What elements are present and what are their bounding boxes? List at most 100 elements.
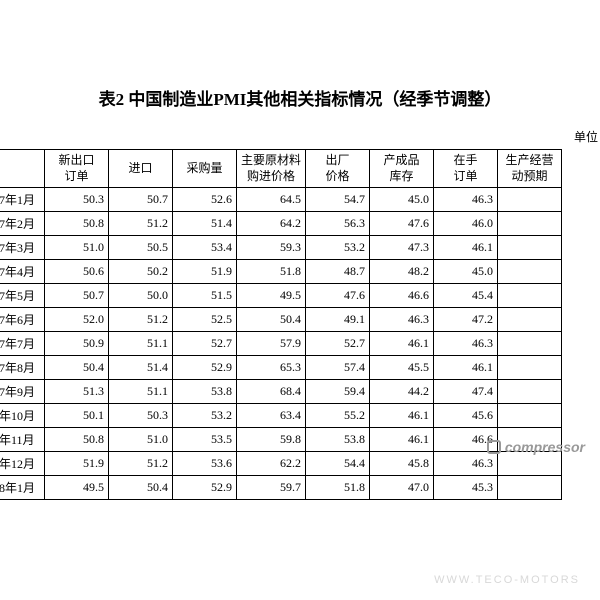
watermark-text: compressor	[505, 439, 585, 455]
data-cell: 55.2	[306, 404, 370, 428]
watermark: compressor	[487, 439, 585, 455]
period-cell: 018年1月	[0, 476, 45, 500]
data-cell: 46.1	[434, 236, 498, 260]
data-cell: 50.7	[109, 188, 173, 212]
data-cell: 46.3	[434, 452, 498, 476]
data-cell: 63.4	[237, 404, 306, 428]
table-row: 018年1月49.550.452.959.751.847.045.3	[0, 476, 562, 500]
data-cell: 51.3	[45, 380, 109, 404]
data-cell: 52.7	[306, 332, 370, 356]
data-cell: 46.3	[370, 308, 434, 332]
data-cell: 50.9	[45, 332, 109, 356]
table-row: 017年2月50.851.251.464.256.347.646.0	[0, 212, 562, 236]
data-cell	[498, 308, 562, 332]
data-cell: 50.0	[109, 284, 173, 308]
data-cell	[498, 188, 562, 212]
teco-logo-icon	[487, 440, 501, 454]
table-row: 017年6月52.051.252.550.449.146.347.2	[0, 308, 562, 332]
data-cell: 46.1	[370, 428, 434, 452]
data-cell: 52.9	[173, 356, 237, 380]
period-cell: 017年5月	[0, 284, 45, 308]
data-cell: 50.5	[109, 236, 173, 260]
data-cell: 45.5	[370, 356, 434, 380]
data-cell: 59.8	[237, 428, 306, 452]
data-cell: 47.2	[434, 308, 498, 332]
column-header: 主要原材料购进价格	[237, 150, 306, 188]
data-cell: 68.4	[237, 380, 306, 404]
data-cell: 45.0	[434, 260, 498, 284]
data-cell: 64.5	[237, 188, 306, 212]
column-header: 进口	[109, 150, 173, 188]
data-cell: 46.1	[434, 356, 498, 380]
data-cell: 46.0	[434, 212, 498, 236]
data-cell: 45.8	[370, 452, 434, 476]
data-cell: 47.4	[434, 380, 498, 404]
data-cell: 54.7	[306, 188, 370, 212]
data-cell: 50.8	[45, 212, 109, 236]
data-cell	[498, 332, 562, 356]
column-header: 采购量	[173, 150, 237, 188]
data-cell: 53.2	[306, 236, 370, 260]
data-cell	[498, 212, 562, 236]
header-row: 新出口订单进口采购量主要原材料购进价格出厂价格产成品库存在手订单生产经营动预期	[0, 150, 562, 188]
data-cell: 49.5	[237, 284, 306, 308]
data-cell: 56.3	[306, 212, 370, 236]
data-cell: 45.0	[370, 188, 434, 212]
period-cell: 017年9月	[0, 380, 45, 404]
data-cell: 50.3	[45, 188, 109, 212]
table-row: 017年5月50.750.051.549.547.646.645.4	[0, 284, 562, 308]
data-cell: 59.4	[306, 380, 370, 404]
pmi-data-table: 新出口订单进口采购量主要原材料购进价格出厂价格产成品库存在手订单生产经营动预期 …	[0, 149, 562, 500]
data-cell: 62.2	[237, 452, 306, 476]
table-row: 017年4月50.650.251.951.848.748.245.0	[0, 260, 562, 284]
data-cell: 50.3	[109, 404, 173, 428]
data-cell: 45.3	[434, 476, 498, 500]
period-cell: 017年3月	[0, 236, 45, 260]
data-cell: 46.1	[370, 332, 434, 356]
data-cell: 51.2	[109, 212, 173, 236]
data-cell: 46.1	[370, 404, 434, 428]
data-cell	[498, 284, 562, 308]
data-cell: 53.8	[306, 428, 370, 452]
data-cell: 45.6	[434, 404, 498, 428]
table-row: 017年8月50.451.452.965.357.445.546.1	[0, 356, 562, 380]
data-cell: 45.4	[434, 284, 498, 308]
table-row: 17年12月51.951.253.662.254.445.846.3	[0, 452, 562, 476]
data-cell: 51.8	[306, 476, 370, 500]
data-cell: 52.6	[173, 188, 237, 212]
data-cell: 53.4	[173, 236, 237, 260]
table-row: 017年7月50.951.152.757.952.746.146.3	[0, 332, 562, 356]
data-cell: 47.3	[370, 236, 434, 260]
data-cell: 65.3	[237, 356, 306, 380]
data-cell	[498, 236, 562, 260]
data-cell	[498, 404, 562, 428]
data-cell: 46.3	[434, 188, 498, 212]
data-cell: 52.7	[173, 332, 237, 356]
data-cell: 51.5	[173, 284, 237, 308]
bottom-watermark: WWW.TECO-MOTORS	[434, 574, 580, 586]
data-cell	[498, 260, 562, 284]
data-cell: 51.1	[109, 380, 173, 404]
data-cell: 51.0	[109, 428, 173, 452]
data-cell	[498, 356, 562, 380]
period-cell: 017年6月	[0, 308, 45, 332]
data-cell: 49.5	[45, 476, 109, 500]
period-cell: 017年7月	[0, 332, 45, 356]
period-cell: 17年10月	[0, 404, 45, 428]
column-header: 产成品库存	[370, 150, 434, 188]
data-cell: 51.9	[173, 260, 237, 284]
data-cell: 44.2	[370, 380, 434, 404]
data-cell: 50.7	[45, 284, 109, 308]
data-cell	[498, 476, 562, 500]
data-cell: 51.8	[237, 260, 306, 284]
column-header	[0, 150, 45, 188]
period-cell: 17年12月	[0, 452, 45, 476]
table-title: 表2 中国制造业PMI其他相关指标情况（经季节调整）	[0, 0, 600, 128]
data-cell: 53.5	[173, 428, 237, 452]
table-row: 17年10月50.150.353.263.455.246.145.6	[0, 404, 562, 428]
period-cell: 017年2月	[0, 212, 45, 236]
data-cell: 51.9	[45, 452, 109, 476]
column-header: 新出口订单	[45, 150, 109, 188]
period-cell: 017年4月	[0, 260, 45, 284]
data-cell: 50.6	[45, 260, 109, 284]
